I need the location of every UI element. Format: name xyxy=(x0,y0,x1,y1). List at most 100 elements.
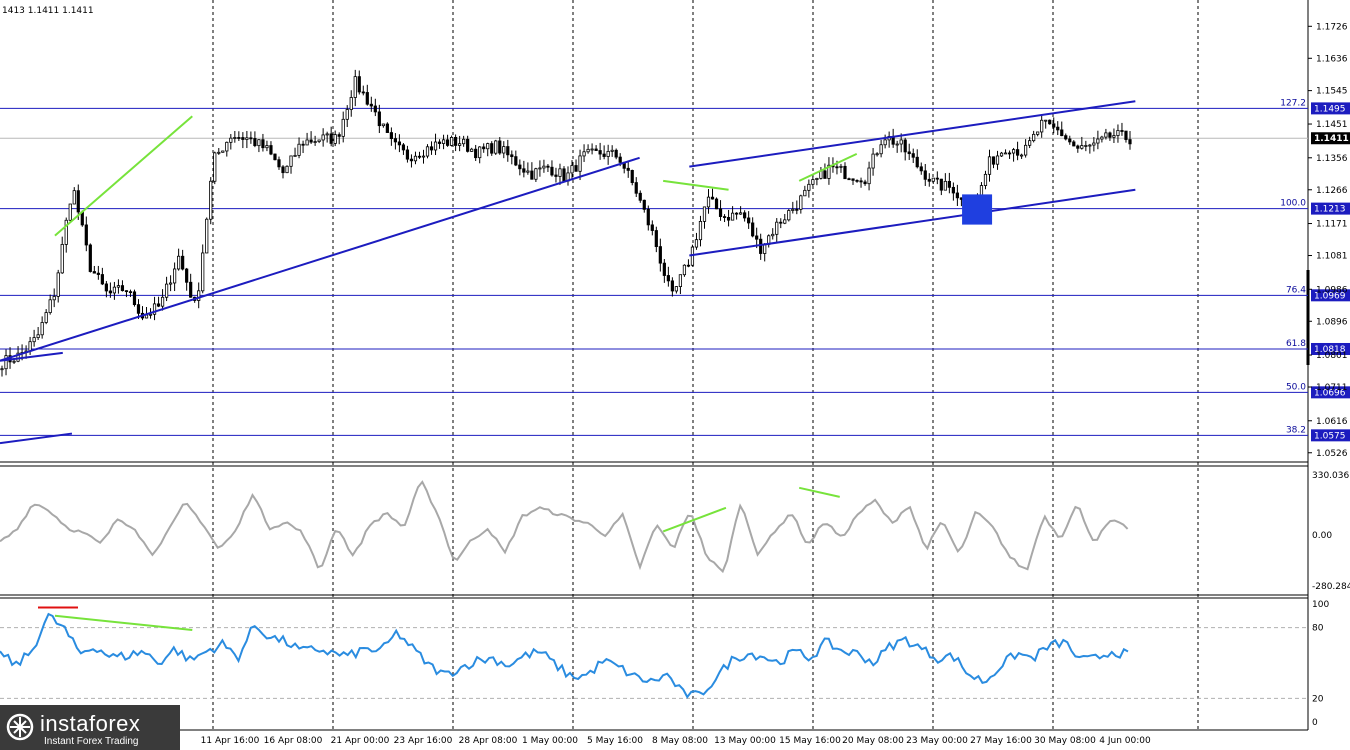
candle-body xyxy=(449,137,454,146)
candle-body xyxy=(1100,136,1104,140)
candle-body xyxy=(445,139,450,146)
candle-body xyxy=(313,141,317,143)
candle-body xyxy=(32,337,36,343)
x-tick-label: 4 Jun 00:00 xyxy=(1099,736,1151,746)
candle-body xyxy=(40,322,44,336)
candle-body xyxy=(899,139,903,145)
candle-body xyxy=(289,155,293,167)
stoch-divergence-line xyxy=(54,614,193,631)
highlight-box xyxy=(962,194,993,225)
logo-emblem-icon xyxy=(6,713,34,741)
candle-body xyxy=(763,244,767,254)
candle-body xyxy=(554,174,558,177)
candle-body xyxy=(353,76,357,98)
candle-body xyxy=(108,290,112,294)
y-tick-label: 1.0801 xyxy=(1316,351,1348,361)
candle-body xyxy=(1007,152,1012,155)
y-tick-label: 1.1171 xyxy=(1316,220,1348,230)
y-tick-label: 1.0986 xyxy=(1316,285,1348,295)
candle-body xyxy=(795,208,799,211)
candle-body xyxy=(991,156,996,165)
ohlc-readout: 1413 1.1411 1.1411 xyxy=(2,6,94,16)
candle-body xyxy=(915,156,919,168)
candle-body xyxy=(1020,154,1024,157)
candle-body xyxy=(530,170,534,180)
fib-price-tag xyxy=(1311,289,1350,302)
candle-body xyxy=(293,154,297,157)
candle-body xyxy=(225,141,229,152)
candle-body xyxy=(60,244,64,274)
candle-body xyxy=(112,286,117,294)
candlestick-series xyxy=(0,69,1132,377)
candle-body xyxy=(317,139,321,142)
candle-body xyxy=(229,137,233,143)
candle-body xyxy=(618,156,622,163)
candle-body xyxy=(337,134,341,137)
candle-body xyxy=(775,221,779,235)
candle-body xyxy=(658,246,662,264)
fib-price-label: 1.1213 xyxy=(1314,205,1346,215)
candle-body xyxy=(783,219,787,224)
candle-body xyxy=(305,139,309,146)
candle-body xyxy=(1116,130,1120,136)
candle-body xyxy=(68,203,72,221)
candle-body xyxy=(502,146,506,154)
candle-body xyxy=(718,208,723,217)
x-tick-label: 23 May 00:00 xyxy=(906,736,968,746)
candle-body xyxy=(955,192,959,199)
candle-body xyxy=(542,165,546,169)
candle-body xyxy=(249,137,253,140)
candle-body xyxy=(494,140,498,154)
candle-body xyxy=(1068,138,1072,143)
candle-body xyxy=(80,211,84,226)
candle-body xyxy=(385,123,389,133)
candle-body xyxy=(510,154,514,158)
x-tick-label: 8 May 08:00 xyxy=(652,736,708,746)
candle-body xyxy=(241,137,245,140)
candle-body xyxy=(482,146,486,150)
candle-body xyxy=(867,167,871,185)
candle-body xyxy=(534,168,538,180)
current-price-tag xyxy=(1311,132,1350,145)
candle-body xyxy=(983,173,988,186)
candle-body xyxy=(855,179,859,182)
candle-body xyxy=(638,192,642,201)
fib-level-percent: 100.0 xyxy=(1280,199,1306,209)
fib-level-percent: 127.2 xyxy=(1280,98,1306,108)
candle-body xyxy=(1112,135,1116,138)
candle-body xyxy=(735,212,739,215)
candle-body xyxy=(578,155,582,172)
candle-body xyxy=(582,151,586,157)
candle-body xyxy=(345,109,349,120)
candle-body xyxy=(309,139,313,143)
fib-price-label: 1.0818 xyxy=(1314,345,1346,355)
trend-line xyxy=(689,188,1136,257)
candle-body xyxy=(441,139,446,144)
candle-body xyxy=(1080,145,1084,149)
candle-body xyxy=(76,190,80,213)
candle-body xyxy=(923,170,927,180)
x-tick-label: 13 May 00:00 xyxy=(714,736,776,746)
y-tick-label: 1.1266 xyxy=(1316,186,1348,196)
candle-body xyxy=(104,283,108,292)
candle-body xyxy=(1076,145,1080,149)
candle-body xyxy=(136,304,141,314)
candle-body xyxy=(1060,129,1064,137)
candle-body xyxy=(349,97,353,110)
candle-body xyxy=(96,272,100,275)
candle-body xyxy=(743,212,747,219)
candle-body xyxy=(606,150,610,157)
candle-body xyxy=(128,291,133,294)
candle-body xyxy=(377,111,381,127)
instaforex-logo: instaforex Instant Forex Trading xyxy=(0,705,180,750)
y-tick-label: 1.1545 xyxy=(1316,87,1348,97)
candle-body xyxy=(755,235,759,240)
cci-tick-label: 0.00 xyxy=(1312,531,1332,541)
candle-body xyxy=(739,212,743,215)
fib-price-label: 1.0969 xyxy=(1314,291,1346,301)
candle-body xyxy=(486,143,490,150)
candle-body xyxy=(1003,152,1008,155)
candle-body xyxy=(558,168,562,177)
candle-body xyxy=(1084,145,1088,147)
